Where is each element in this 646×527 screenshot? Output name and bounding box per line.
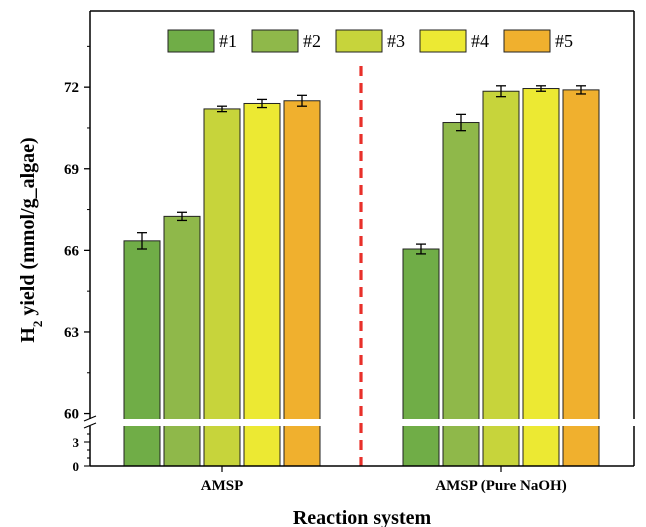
bar-series1-cat1 <box>123 240 161 467</box>
y-tick-label: 63 <box>64 325 79 341</box>
bar-series5-cat1 <box>283 100 321 467</box>
legend-label: #3 <box>387 31 405 51</box>
legend-swatch <box>251 29 299 53</box>
x-axis-title: Reaction system <box>293 507 432 527</box>
y-axis-title-subscript: 2 <box>30 321 45 328</box>
y-tick-label: 72 <box>64 80 79 96</box>
y-axis-title: H2 yield (mmol/g_algae) <box>17 137 45 342</box>
legend-swatch <box>503 29 551 53</box>
category-labels: AMSP AMSP (Pure NaOH) <box>201 466 567 494</box>
bar-series3-cat1 <box>203 108 241 467</box>
axes-layer <box>83 10 635 467</box>
axis-break-mark <box>83 415 97 429</box>
bars-layer <box>123 88 600 467</box>
y-tick-label: 69 <box>64 162 79 178</box>
bar-series2-cat2 <box>442 122 480 467</box>
bar-series4-cat2 <box>522 88 560 467</box>
legend-label: #1 <box>219 31 237 51</box>
axis-break-gap <box>90 419 610 426</box>
ticks-layer: 60 63 66 69 72 0 3 <box>64 45 90 474</box>
y-tick-label: 3 <box>73 435 80 450</box>
bar-series3-cat2 <box>482 90 520 467</box>
bar-series5-cat2 <box>562 89 600 467</box>
bar-series1-cat2 <box>402 248 440 467</box>
legend-label: #5 <box>555 31 573 51</box>
legend-label: #2 <box>303 31 321 51</box>
x-category-label: AMSP <box>201 478 244 494</box>
legend: #1 #2 #3 #4 #5 <box>167 29 573 53</box>
x-category-label: AMSP (Pure NaOH) <box>435 478 566 494</box>
y-tick-label: 60 <box>64 407 79 423</box>
y-tick-label: 0 <box>73 459 80 474</box>
legend-swatch <box>335 29 383 53</box>
y-tick-label: 66 <box>64 243 80 259</box>
error-bars-layer <box>137 85 586 255</box>
legend-swatch <box>419 29 467 53</box>
bar-series4-cat1 <box>243 102 281 467</box>
bar-series2-cat1 <box>163 215 201 467</box>
legend-label: #4 <box>471 31 489 51</box>
legend-swatch <box>167 29 215 53</box>
